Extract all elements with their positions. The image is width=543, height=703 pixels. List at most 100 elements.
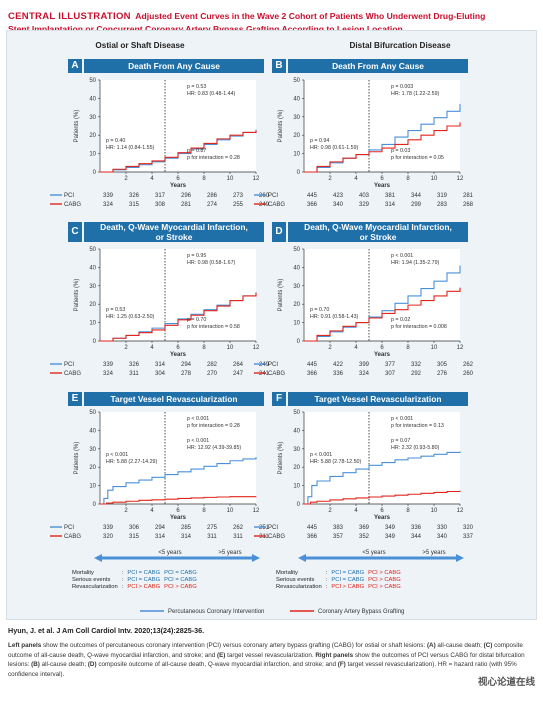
summary-early: PCI = CABG xyxy=(127,569,161,576)
risk-value: 311 xyxy=(129,371,139,377)
annotation-line2: HR: 5.88 (2.78-12.50) xyxy=(310,459,361,465)
y-tick-label: 50 xyxy=(89,410,96,416)
y-tick-label: 0 xyxy=(297,339,301,345)
risk-value: 339 xyxy=(103,525,114,531)
summary-right: <5 years >5 years Mortality: PCI = CABG … xyxy=(274,548,464,591)
risk-value: 326 xyxy=(129,362,140,368)
citation: Hyun, J. et al. J Am Coll Cardiol Intv. … xyxy=(8,626,205,635)
risk-value: 349 xyxy=(385,525,396,531)
risk-value: 315 xyxy=(129,534,140,540)
risk-value: 336 xyxy=(333,371,344,377)
series-line-cabg xyxy=(304,287,461,342)
risk-value: 283 xyxy=(437,202,448,208)
annotation-line1: p = 0.40 xyxy=(106,138,125,144)
risk-value: 311 xyxy=(207,534,217,540)
y-tick-label: 10 xyxy=(293,152,300,158)
risk-value: 314 xyxy=(155,362,166,368)
risk-value: 278 xyxy=(181,371,192,377)
y-tick-label: 20 xyxy=(293,465,300,471)
risk-value: 281 xyxy=(181,202,192,208)
risk-value: 403 xyxy=(359,193,370,199)
period-arrow-right: <5 years >5 years xyxy=(298,550,464,562)
risk-value: 249 xyxy=(259,362,270,368)
annotation-line2: HR: 1.25 (0.63-2.50) xyxy=(106,314,155,320)
risk-value: 260 xyxy=(463,371,474,377)
y-tick-label: 30 xyxy=(89,284,96,290)
risk-value: 270 xyxy=(207,371,218,377)
panel-label-e: E xyxy=(68,392,82,406)
risk-row-label: PCI xyxy=(268,362,278,368)
x-axis-label: Years xyxy=(374,183,391,189)
x-tick-label: 6 xyxy=(176,345,180,351)
risk-value: 314 xyxy=(385,202,396,208)
summary-row: Mortality: PCI = CABG PCI > CABG xyxy=(274,569,403,576)
risk-row-label: PCI xyxy=(268,525,278,531)
x-tick-label: 4 xyxy=(150,345,154,351)
risk-value: 445 xyxy=(307,193,318,199)
caption-bold: (B) xyxy=(31,661,40,669)
risk-value: 324 xyxy=(103,202,114,208)
risk-value: 445 xyxy=(307,362,318,368)
column-title-right: Distal Bifurcation Disease xyxy=(349,41,451,50)
y-tick-label: 20 xyxy=(293,133,300,139)
panel-label-c: C xyxy=(68,222,82,242)
risk-value: 294 xyxy=(181,362,192,368)
annotation-line1: p < 0.001 xyxy=(310,452,332,458)
annotation-line1: p < 0.001 xyxy=(187,438,209,444)
annotation-line1: p = 0.03 xyxy=(391,148,410,154)
caption-text: target vessel revascularization). HR = h… xyxy=(8,661,517,678)
chart-panel-d: 0 10 20 30 40 50 2 4 6 8 10 12 Patients (%) Years p < … xyxy=(254,247,474,377)
x-tick-label: 8 xyxy=(202,508,206,514)
legend-cabg-label: Coronary Artery Bypass Grafting xyxy=(318,609,404,615)
summary-row: Revascularization: PCI > CABG PCI > CABG xyxy=(70,583,199,590)
panel-title-d-line2: or Stroke xyxy=(359,231,397,242)
figure-caption: Left panels show the outcomes of percuta… xyxy=(8,641,535,679)
risk-value: 251 xyxy=(259,525,270,531)
x-tick-label: 2 xyxy=(124,176,128,182)
summary-early: PCI = CABG xyxy=(331,576,365,583)
panel-title-a: Death From Any Cause xyxy=(84,59,264,73)
series-line-cabg xyxy=(100,130,257,173)
period-late-label: >5 years xyxy=(422,550,445,556)
panel-title-c-line1: Death, Q-Wave Myocardial Infarction, xyxy=(100,222,248,232)
caption-bold: (F) xyxy=(337,661,346,669)
bottom-legend: Percutaneous Coronary Intervention Coron… xyxy=(140,606,440,618)
risk-value: 349 xyxy=(385,534,396,540)
y-tick-label: 50 xyxy=(293,247,300,253)
period-late-label: >5 years xyxy=(218,550,241,556)
caption-text: all-cause death; xyxy=(435,642,484,649)
risk-value: 330 xyxy=(437,525,448,531)
summary-early: PCI = CABG xyxy=(331,569,365,576)
annotation-line1: p = 0.70 xyxy=(187,317,206,323)
plot-area xyxy=(100,412,256,504)
panel-label-d: D xyxy=(272,222,286,242)
y-tick-label: 40 xyxy=(89,96,96,102)
risk-value: 274 xyxy=(207,202,218,208)
summary-row: Serious events: PCI = CABG PCI > CABG xyxy=(274,576,403,583)
x-tick-label: 10 xyxy=(227,176,234,182)
risk-row-label: CABG xyxy=(268,202,285,208)
risk-value: 247 xyxy=(233,371,244,377)
y-tick-label: 40 xyxy=(293,428,300,434)
summary-colon: : xyxy=(121,576,124,583)
bottom-legend-graphic: Percutaneous Coronary Intervention Coron… xyxy=(140,609,404,615)
annotation-line2: p for interaction = 0.28 xyxy=(187,155,240,161)
annotation-line2: p for interaction = 0.58 xyxy=(187,324,240,330)
panel-label-f: F xyxy=(272,392,286,406)
summary-late: PCI = CABG xyxy=(164,576,197,583)
risk-value: 241 xyxy=(259,371,270,377)
risk-value: 255 xyxy=(233,202,244,208)
y-tick-label: 10 xyxy=(89,484,96,490)
risk-value: 264 xyxy=(233,362,244,368)
panel-title-c: Death, Q-Wave Myocardial Infarction, or … xyxy=(84,222,264,242)
y-tick-label: 50 xyxy=(89,78,96,84)
risk-value: 366 xyxy=(307,534,318,540)
risk-value: 305 xyxy=(437,362,448,368)
caption-text: all-cause death; xyxy=(39,661,88,669)
panel-title-f: Target Vessel Revascularization xyxy=(288,392,468,406)
risk-value: 311 xyxy=(259,534,269,540)
caption-text: composite outcome of all-cause death, Q-… xyxy=(8,642,523,659)
annotation-line1: p < 0.001 xyxy=(391,416,413,422)
chart-panel-c: 0 10 20 30 40 50 2 4 6 8 10 12 Patients (%) Years p = … xyxy=(50,247,270,377)
risk-value: 337 xyxy=(463,534,474,540)
